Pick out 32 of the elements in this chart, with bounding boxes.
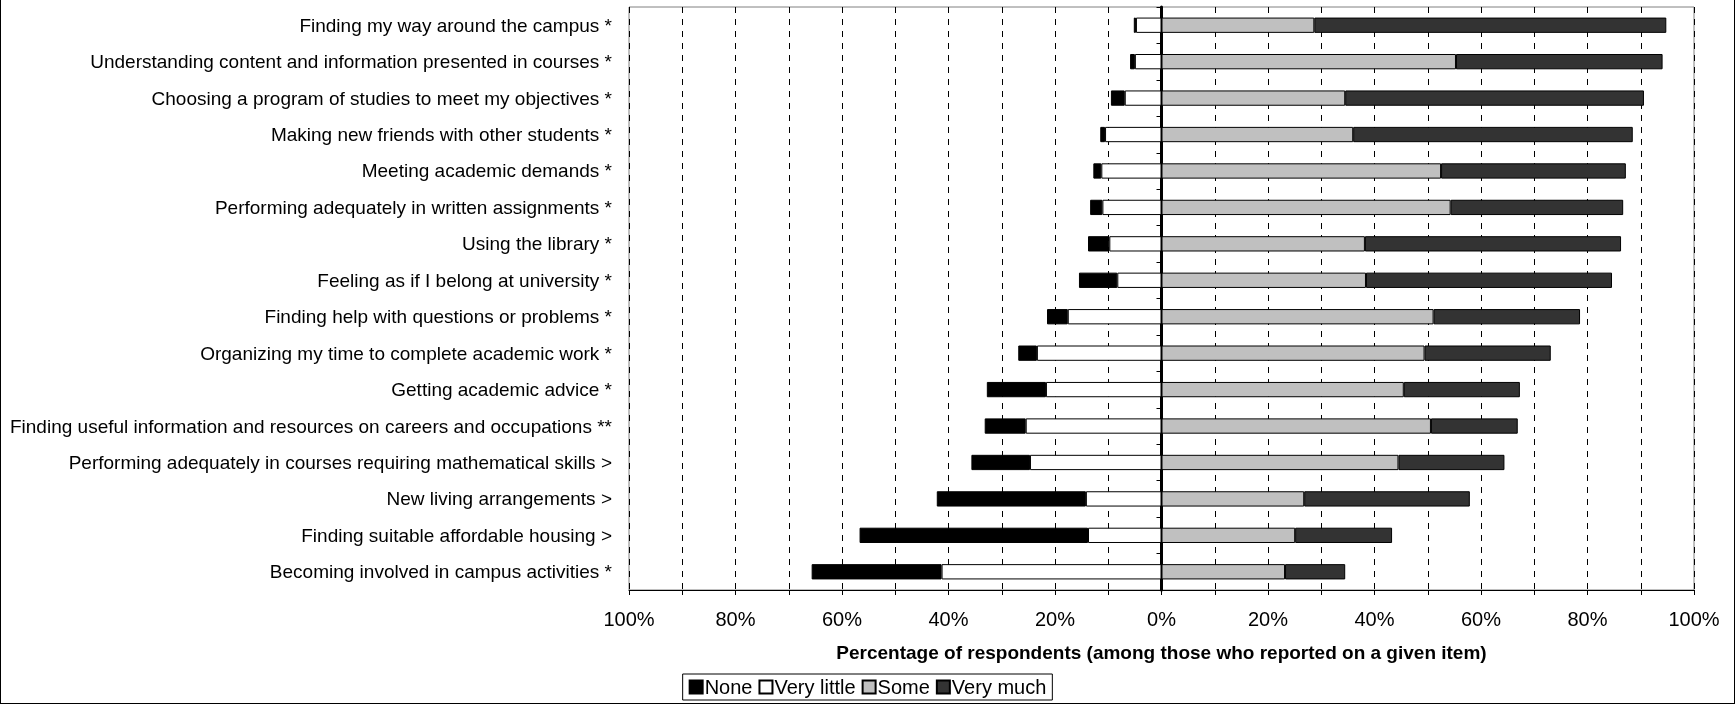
y-tick-label: Getting academic advice * bbox=[391, 379, 613, 401]
y-tick-label: Finding my way around the campus * bbox=[299, 14, 613, 36]
legend-label: Some bbox=[877, 676, 930, 698]
x-tick-label: 40% bbox=[928, 608, 969, 630]
y-tick-label: Choosing a program of studies to meet my objectives * bbox=[151, 87, 613, 109]
y-tick-label: Finding help with questions or problems * bbox=[264, 306, 613, 328]
y-tick-label: Using the library * bbox=[462, 233, 613, 255]
y-tick-label: Meeting academic demands * bbox=[361, 160, 613, 182]
y-tick-label: Becoming involved in campus activities * bbox=[269, 561, 613, 583]
x-tick-label: 80% bbox=[1567, 608, 1608, 630]
x-tick-label: 60% bbox=[821, 608, 863, 630]
x-tick-label: 0% bbox=[1147, 608, 1177, 630]
x-tick-label: 100% bbox=[1668, 608, 1720, 630]
legend-label: Very little bbox=[774, 676, 856, 698]
x-tick-label: 100% bbox=[603, 608, 655, 630]
x-axis-title: Percentage of respondents (among those who reported on a given item) bbox=[836, 642, 1487, 663]
y-tick-label: Feeling as if I belong at university * bbox=[317, 269, 613, 291]
x-tick-label: 20% bbox=[1247, 608, 1289, 630]
y-tick-label: Organizing my time to complete academic work * bbox=[200, 342, 613, 364]
x-tick-label: 40% bbox=[1354, 608, 1395, 630]
y-tick-label: Performing adequately in written assignments * bbox=[214, 196, 613, 218]
x-tick-label: 80% bbox=[715, 608, 756, 630]
y-tick-label: New living arrangements > bbox=[386, 488, 612, 510]
y-tick-label: Finding useful information and resources on careers and occupations ** bbox=[9, 415, 613, 437]
y-tick-label: Finding suitable affordable housing > bbox=[301, 524, 612, 546]
x-tick-label: 20% bbox=[1034, 608, 1076, 630]
y-tick-label: Performing adequately in courses requiring mathematical skills > bbox=[68, 451, 612, 473]
legend-label: None bbox=[704, 676, 753, 698]
x-tick-label: 60% bbox=[1460, 608, 1502, 630]
y-tick-label: Making new friends with other students * bbox=[270, 124, 613, 146]
y-tick-label: Understanding content and information presented in courses * bbox=[90, 51, 613, 73]
legend-label: Very much bbox=[951, 676, 1047, 698]
